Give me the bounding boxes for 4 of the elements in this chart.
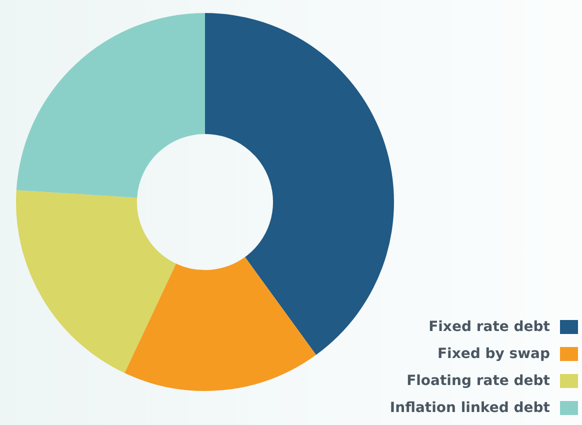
legend-label: Inflation linked debt (390, 400, 550, 416)
legend-label: Fixed by swap (437, 346, 550, 362)
legend-label: Fixed rate debt (428, 318, 550, 334)
legend-label: Floating rate debt (406, 372, 550, 388)
